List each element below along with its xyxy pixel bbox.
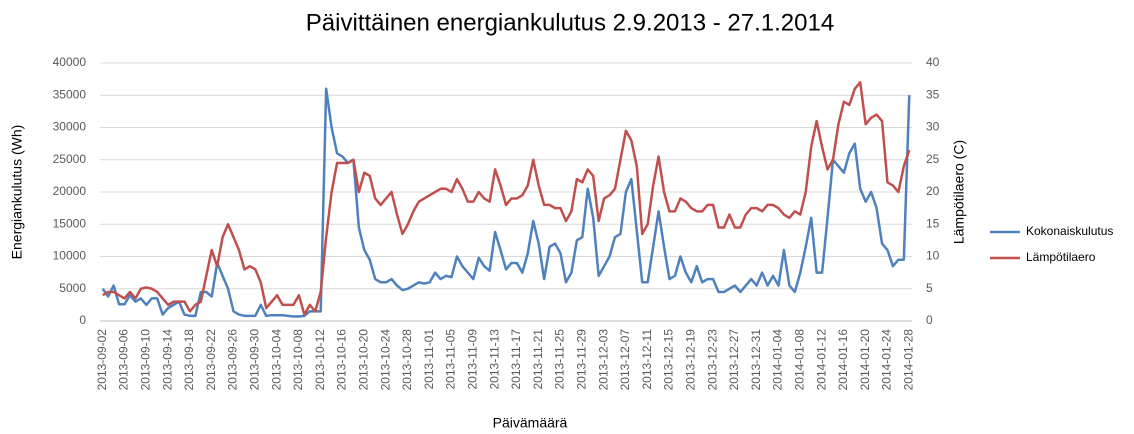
y-tick-label: 35000 — [53, 87, 87, 101]
legend-label: Kokonaiskulutus — [1026, 224, 1113, 238]
y2-tick-label: 5 — [926, 281, 933, 295]
x-tick-label: 2013-12-15 — [662, 329, 676, 391]
x-tick-label: 2013-12-27 — [727, 329, 741, 391]
x-tick-label: 2013-09-18 — [182, 329, 196, 391]
x-tick-label: 2013-11-21 — [531, 329, 545, 390]
x-tick-label: 2014-01-16 — [836, 329, 850, 391]
x-tick-label: 2014-01-20 — [858, 329, 872, 391]
x-tick-label: 2013-10-16 — [335, 329, 349, 391]
x-tick-label: 2014-01-08 — [792, 329, 806, 391]
x-tick-label: 2014-01-12 — [814, 329, 828, 391]
x-tick-label: 2013-09-14 — [160, 329, 174, 391]
x-tick-label: 2014-01-24 — [880, 329, 894, 391]
x-tick-label: 2014-01-28 — [901, 329, 915, 391]
x-tick-label: 2013-09-06 — [117, 329, 131, 391]
series-line — [102, 81, 911, 316]
x-tick-label: 2013-11-09 — [465, 329, 479, 390]
y2-tick-label: 20 — [926, 184, 940, 198]
x-tick-label: 2013-09-10 — [138, 329, 152, 391]
x-tick-label: 2013-10-08 — [291, 329, 305, 391]
y-axis-title: Energiankulutus (Wh) — [9, 125, 25, 260]
y-tick-label: 15000 — [53, 216, 87, 230]
y-tick-label: 0 — [79, 313, 86, 327]
y2-tick-label: 10 — [926, 249, 940, 263]
x-tick-label: 2013-12-11 — [640, 329, 654, 390]
x-tick-label: 2013-09-26 — [226, 329, 240, 391]
y2-tick-label: 40 — [926, 55, 940, 69]
x-axis-title: Päivämäärä — [493, 415, 568, 431]
y-tick-label: 25000 — [53, 152, 87, 166]
y-tick-label: 30000 — [53, 120, 87, 134]
y-tick-label: 20000 — [53, 184, 87, 198]
y2-tick-label: 15 — [926, 216, 940, 230]
x-tick-label: 2014-01-04 — [771, 329, 785, 391]
legend-label: Lämpötilaero — [1026, 250, 1096, 264]
x-tick-label: 2013-11-13 — [487, 329, 501, 390]
x-tick-label: 2013-10-24 — [378, 329, 392, 391]
x-tick-label: 2013-10-20 — [356, 329, 370, 391]
y2-tick-label: 0 — [926, 313, 933, 327]
x-tick-label: 2013-09-30 — [247, 329, 261, 391]
x-tick-label: 2013-09-22 — [204, 329, 218, 391]
y-tick-label: 40000 — [53, 55, 87, 69]
x-tick-label: 2013-12-19 — [683, 329, 697, 391]
x-tick-label: 2013-11-05 — [444, 329, 458, 390]
x-tick-label: 2013-11-01 — [422, 329, 436, 390]
x-tick-label: 2013-10-28 — [400, 329, 414, 391]
y2-tick-label: 30 — [926, 120, 940, 134]
y2-tick-label: 25 — [926, 152, 940, 166]
y2-tick-label: 35 — [926, 87, 940, 101]
chart-title: Päivittäinen energiankulutus 2.9.2013 - … — [306, 9, 834, 36]
x-tick-label: 2013-10-12 — [313, 329, 327, 391]
x-tick-label: 2013-12-31 — [749, 329, 763, 391]
y-tick-label: 5000 — [59, 281, 86, 295]
x-tick-label: 2013-11-29 — [574, 329, 588, 390]
x-tick-label: 2013-10-04 — [269, 329, 283, 391]
x-tick-label: 2013-11-25 — [553, 329, 567, 390]
x-tick-label: 2013-12-07 — [618, 329, 632, 391]
series-line — [101, 87, 911, 318]
y-tick-label: 10000 — [53, 249, 87, 263]
x-tick-label: 2013-09-02 — [95, 329, 109, 391]
y2-axis-title: Lämpötilaero (C) — [951, 140, 967, 244]
x-tick-label: 2013-12-23 — [705, 329, 719, 391]
x-tick-label: 2013-11-17 — [509, 329, 523, 390]
x-tick-label: 2013-12-03 — [596, 329, 610, 391]
